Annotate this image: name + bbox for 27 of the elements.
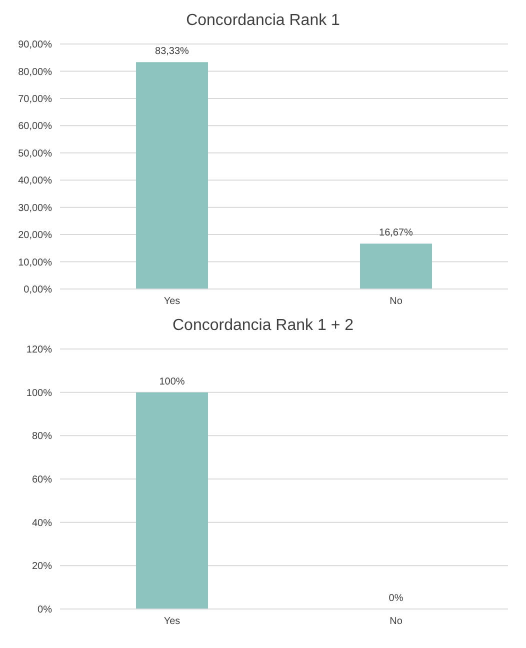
data-label: 83,33% bbox=[155, 46, 190, 58]
y-tick-label: 30,00% bbox=[18, 202, 52, 214]
y-tick-label: 120% bbox=[26, 344, 52, 356]
y-tick-label: 50,00% bbox=[18, 148, 52, 160]
x-tick-label: Yes bbox=[164, 296, 180, 308]
y-tick-label: 60,00% bbox=[18, 121, 52, 132]
y-tick-label: 80% bbox=[32, 431, 52, 442]
y-tick-label: 10,00% bbox=[18, 257, 52, 268]
data-label: 0% bbox=[388, 593, 404, 604]
chart-title: Concordancia Rank 1 bbox=[185, 11, 341, 31]
x-tick-label: Yes bbox=[164, 616, 180, 628]
y-tick-label: 80,00% bbox=[18, 66, 52, 78]
y-tick-label: 40% bbox=[32, 518, 52, 529]
chart-title: Concordancia Rank 1 + 2 bbox=[172, 316, 354, 336]
y-tick-label: 70,00% bbox=[18, 94, 52, 105]
data-label: 16,67% bbox=[379, 228, 414, 239]
y-tick-label: 0,00% bbox=[24, 284, 52, 296]
y-tick-label: 0% bbox=[38, 604, 52, 616]
x-tick-label: No bbox=[390, 616, 403, 628]
y-tick-label: 20% bbox=[32, 561, 52, 572]
y-tick-label: 40,00% bbox=[18, 176, 52, 187]
x-tick-label: No bbox=[390, 296, 403, 308]
y-tick-label: 100% bbox=[26, 388, 52, 399]
y-tick-label: 90,00% bbox=[18, 40, 52, 51]
data-label: 100% bbox=[159, 376, 185, 388]
y-tick-label: 20,00% bbox=[18, 230, 52, 242]
y-tick-label: 60% bbox=[32, 474, 52, 486]
